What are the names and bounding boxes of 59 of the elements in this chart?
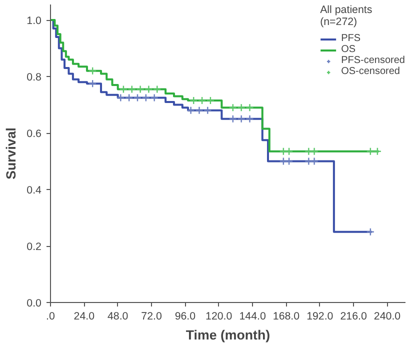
- y-tick-label: 1.0: [26, 15, 42, 28]
- point: [279, 157, 288, 166]
- y-axis-title: Survival: [4, 128, 19, 180]
- point: [88, 66, 97, 75]
- y-tick-label: 0.4: [26, 184, 42, 197]
- point: [186, 106, 195, 115]
- x-tick-label: 168.0: [272, 310, 300, 322]
- point: [373, 147, 382, 156]
- y-tick-label: 0.0: [26, 298, 42, 310]
- x-tick-label: 48.0: [107, 310, 128, 322]
- x-tick-label: .0: [46, 310, 56, 322]
- point: [116, 94, 125, 102]
- point: [142, 94, 150, 102]
- point: [136, 85, 144, 94]
- point: [195, 106, 204, 115]
- y-tick-label: 0.6: [26, 128, 42, 140]
- point: [304, 157, 313, 166]
- point: [366, 147, 375, 156]
- point: [279, 147, 288, 156]
- point: [237, 104, 246, 112]
- x-tick-label: 120.0: [206, 310, 232, 322]
- legend-label: PFS-censored: [341, 55, 405, 66]
- point: [237, 114, 246, 123]
- x-tick-label: 216.0: [340, 310, 367, 322]
- legend-label: PFS: [341, 33, 362, 44]
- point: [88, 79, 97, 88]
- point: [190, 96, 198, 105]
- point: [310, 157, 318, 166]
- point: [153, 85, 162, 94]
- point: [246, 114, 254, 123]
- point: [128, 85, 136, 94]
- x-axis-title: Time (month): [186, 328, 270, 342]
- point: [284, 147, 294, 156]
- x-tick-label: 72.0: [141, 310, 162, 322]
- point: [133, 94, 142, 102]
- point: [228, 104, 238, 112]
- x-tick-label: 144.0: [239, 310, 266, 322]
- point: [124, 94, 134, 102]
- point: [304, 147, 313, 156]
- point: [246, 104, 254, 112]
- legend-title: All patients (n=272): [320, 4, 374, 28]
- x-tick-label: 96.0: [174, 310, 196, 322]
- point: [228, 114, 238, 123]
- y-tick-label: 0.2: [26, 241, 42, 254]
- point: [310, 147, 318, 156]
- point: [144, 85, 153, 94]
- point: [198, 96, 206, 105]
- point: [204, 106, 212, 115]
- point: [284, 157, 294, 166]
- legend-label: OS: [341, 44, 357, 55]
- x-tick-label: 24.0: [74, 310, 95, 322]
- point: [206, 96, 215, 105]
- legend-label: OS-censored: [341, 66, 400, 77]
- x-tick-label: 192.0: [306, 310, 334, 322]
- x-tick-label: 240.0: [374, 310, 401, 322]
- point: [150, 94, 158, 102]
- point: [366, 228, 375, 236]
- point: [119, 85, 128, 94]
- y-tick-label: 0.8: [26, 72, 42, 84]
